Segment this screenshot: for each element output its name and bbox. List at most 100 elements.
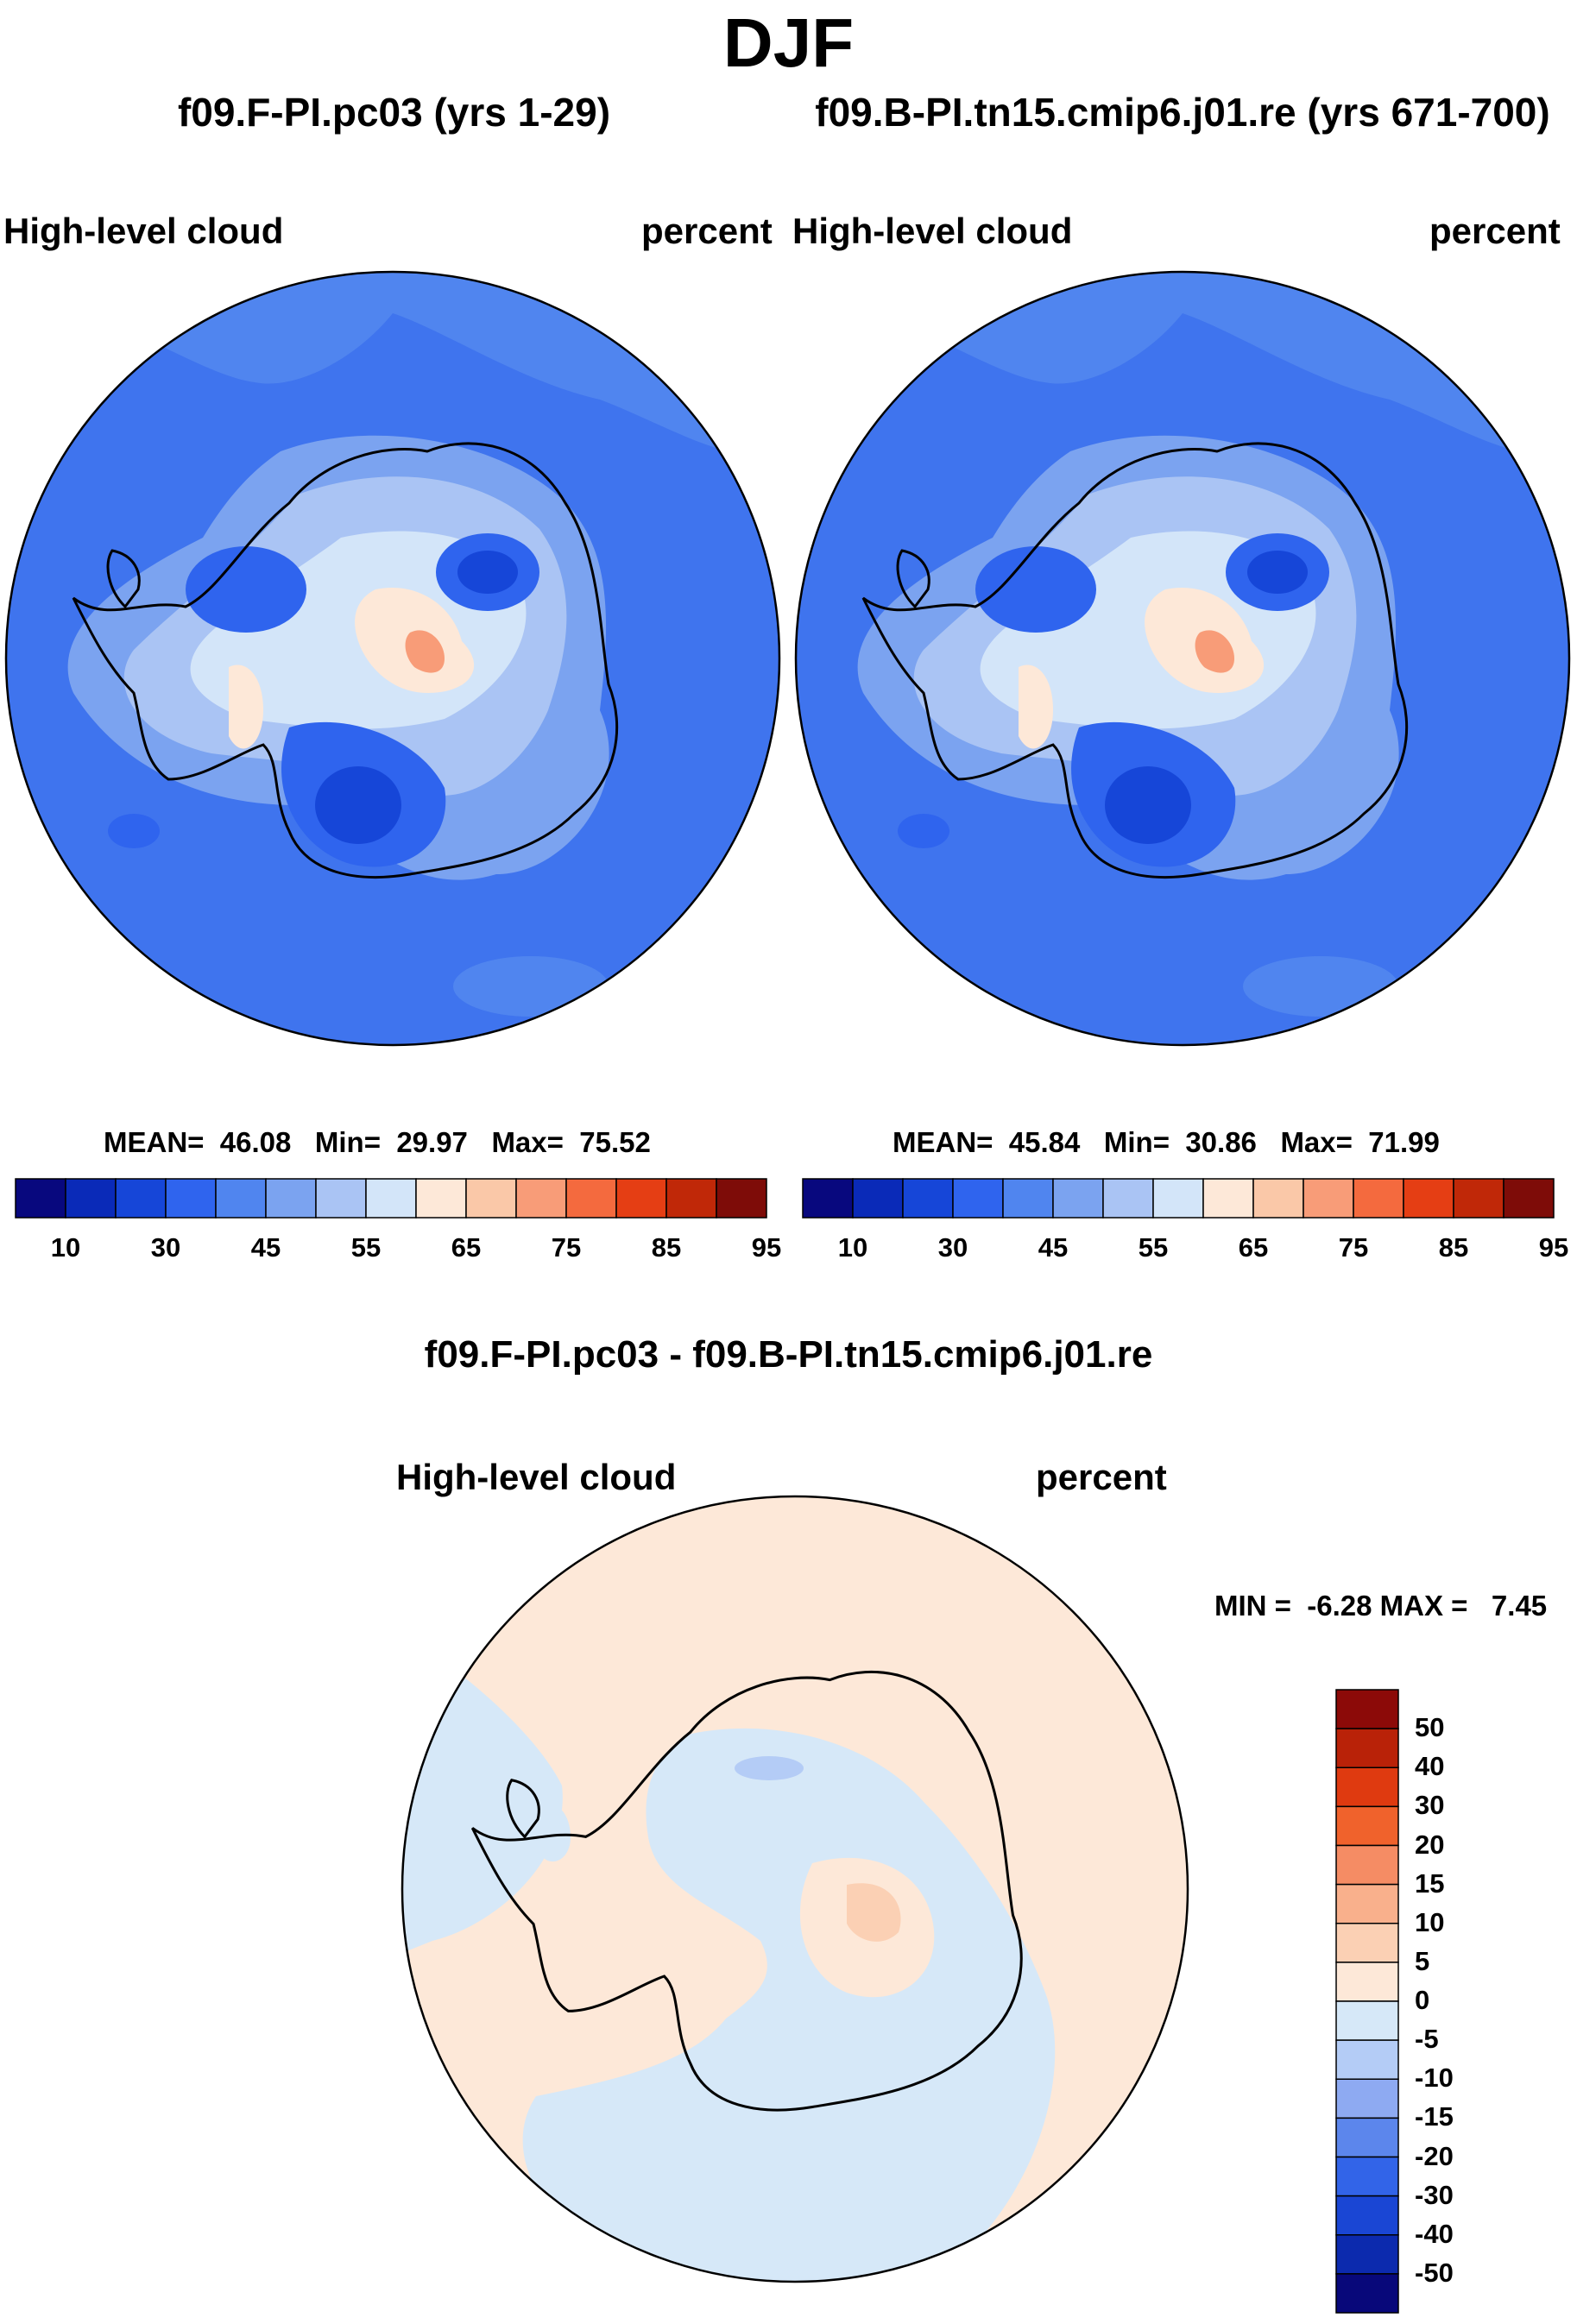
difference-colorbar-box [1335, 1728, 1399, 1768]
difference-units-label: percent [1036, 1457, 1167, 1497]
right-min-label: Min= [1103, 1126, 1170, 1158]
difference-colorbar-box [1335, 1962, 1399, 2002]
left-map-boundary [4, 270, 781, 1047]
difference-colorbar-box [1335, 2000, 1399, 2041]
right-stats: MEAN= 45.84 Min= 30.86 Max= 71.99 [893, 1126, 1440, 1159]
left-colorbar-tick-label: 75 [551, 1232, 582, 1263]
left-min-label: Min= [314, 1126, 381, 1158]
difference-colorbar-box [1335, 2273, 1399, 2314]
right-run-title: f09.B-PI.tn15.cmip6.j01.re (yrs 671-700) [815, 90, 1550, 135]
left-max-value: 75.52 [579, 1126, 651, 1158]
right-colorbar [802, 1178, 1555, 1219]
left-map [6, 272, 779, 1045]
right-map-boundary [794, 270, 1571, 1047]
difference-colorbar-box [1335, 1805, 1399, 1847]
left-colorbar-tick-label: 95 [751, 1232, 782, 1263]
right-colorbar-tick-label: 45 [1038, 1232, 1069, 1263]
left-colorbar-box [415, 1178, 467, 1219]
left-mean-label: MEAN= [104, 1126, 205, 1158]
difference-colorbar-tick-label: 20 [1415, 1829, 1445, 1860]
left-run-title: f09.F-PI.pc03 (yrs 1-29) [177, 90, 611, 135]
right-colorbar-box [1303, 1178, 1354, 1219]
left-units-label: percent [641, 211, 773, 251]
right-colorbar-box [952, 1178, 1004, 1219]
difference-colorbar-tick-label: 10 [1415, 1906, 1445, 1937]
left-colorbar-box [565, 1178, 617, 1219]
right-colorbar-box [1453, 1178, 1504, 1219]
difference-colorbar-ticks: 50 40 30 20 15 10 5 0 -5 -10 -15 -20 -30 -40 -50 [1413, 0, 1542, 2324]
left-mean-value: 46.08 [219, 1126, 292, 1158]
right-colorbar-box [1252, 1178, 1304, 1219]
left-colorbar-tick-label: 45 [250, 1232, 281, 1263]
left-stats: MEAN= 46.08 Min= 29.97 Max= 75.52 [104, 1126, 651, 1159]
right-max-label: Max= [1280, 1126, 1353, 1158]
difference-colorbar-box [1335, 2039, 1399, 2080]
difference-colorbar-tick-label: -20 [1415, 2140, 1454, 2171]
difference-colorbar-box [1335, 1883, 1399, 1924]
right-colorbar-tick-label: 10 [837, 1232, 868, 1263]
difference-colorbar-box [1335, 1767, 1399, 1808]
right-colorbar-tick-label: 85 [1438, 1232, 1469, 1263]
difference-colorbar [1335, 1689, 1399, 2314]
right-units-label: percent [1429, 211, 1561, 251]
right-colorbar-box [902, 1178, 954, 1219]
difference-colorbar-tick-label: 50 [1415, 1712, 1445, 1743]
right-colorbar-tick-label: 30 [937, 1232, 968, 1263]
difference-colorbar-box [1335, 1689, 1399, 1729]
right-colorbar-box [852, 1178, 904, 1219]
right-min-value: 30.86 [1185, 1126, 1257, 1158]
difference-colorbar-box [1335, 2195, 1399, 2236]
difference-colorbar-box [1335, 1844, 1399, 1886]
left-colorbar-tick-label: 85 [651, 1232, 682, 1263]
left-colorbar-tick-label: 10 [50, 1232, 81, 1263]
right-colorbar-tick-label: 75 [1338, 1232, 1369, 1263]
difference-colorbar-box [1335, 2078, 1399, 2119]
difference-colorbar-tick-label: 0 [1415, 1985, 1430, 2015]
right-colorbar-box [1202, 1178, 1254, 1219]
right-colorbar-box [802, 1178, 854, 1219]
difference-colorbar-tick-label: -50 [1415, 2257, 1454, 2288]
left-colorbar-tick-label: 65 [451, 1232, 482, 1263]
right-colorbar-tick-label: 55 [1138, 1232, 1169, 1263]
difference-colorbar-tick-label: 40 [1415, 1751, 1445, 1782]
right-colorbar-tick-label: 95 [1538, 1232, 1569, 1263]
left-colorbar [15, 1178, 767, 1219]
right-colorbar-box [1353, 1178, 1404, 1219]
difference-colorbar-tick-label: -30 [1415, 2179, 1454, 2210]
left-colorbar-box [716, 1178, 767, 1219]
right-colorbar-tick-label: 65 [1238, 1232, 1269, 1263]
difference-variable-label: High-level cloud [396, 1457, 677, 1497]
difference-colorbar-tick-label: -15 [1415, 2101, 1454, 2132]
left-colorbar-box [15, 1178, 66, 1219]
left-colorbar-box [65, 1178, 117, 1219]
left-colorbar-tick-label: 30 [150, 1232, 181, 1263]
left-min-value: 29.97 [396, 1126, 468, 1158]
left-colorbar-box [115, 1178, 167, 1219]
difference-colorbar-box [1335, 2156, 1399, 2197]
figure-title: DJF [722, 4, 855, 81]
left-colorbar-box [365, 1178, 417, 1219]
right-colorbar-box [1052, 1178, 1104, 1219]
right-colorbar-box [1152, 1178, 1204, 1219]
left-colorbar-box [265, 1178, 317, 1219]
left-colorbar-box [515, 1178, 567, 1219]
difference-title: f09.F-PI.pc03 - f09.B-PI.tn15.cmip6.j01.… [424, 1333, 1153, 1376]
difference-colorbar-tick-label: -40 [1415, 2218, 1454, 2249]
left-colorbar-box [165, 1178, 217, 1219]
right-mean-label: MEAN= [893, 1126, 994, 1158]
right-variable-label: High-level cloud [792, 211, 1073, 251]
difference-stats: MIN = -6.28 MAX = 7.45 [1214, 1590, 1548, 1622]
left-max-label: Max= [491, 1126, 564, 1158]
left-variable-label: High-level cloud [3, 211, 284, 251]
left-colorbar-box [465, 1178, 517, 1219]
left-colorbar-box [315, 1178, 367, 1219]
right-max-value: 71.99 [1368, 1126, 1440, 1158]
right-colorbar-box [1503, 1178, 1555, 1219]
difference-colorbar-tick-label: -5 [1415, 2024, 1439, 2055]
left-colorbar-box [215, 1178, 267, 1219]
right-colorbar-box [1102, 1178, 1154, 1219]
difference-map [402, 1496, 1188, 2282]
difference-colorbar-tick-label: 15 [1415, 1867, 1445, 1899]
left-colorbar-tick-label: 55 [350, 1232, 382, 1263]
